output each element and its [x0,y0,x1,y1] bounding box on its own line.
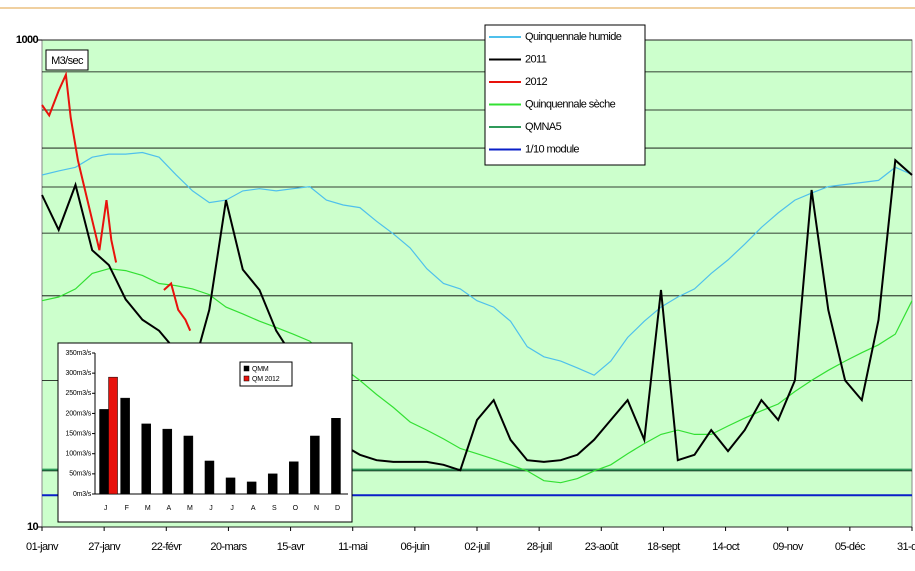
bar [183,435,194,495]
x-tick-label: F [125,505,129,512]
bar [162,428,173,495]
legend-label: Quinquennale sèche [525,98,616,110]
x-tick-label: 14-oct [712,541,740,553]
legend-label: QM 2012 [252,376,280,383]
legend-label: 2011 [525,53,547,65]
x-tick-label: N [314,505,319,512]
y-tick-label: 300m3/s [66,370,92,377]
series-line [41,70,118,263]
unit-label: M3/sec [51,55,84,67]
x-tick-label: A [167,505,172,512]
x-tick-label: J [104,505,107,512]
x-tick-label: 01-janv [26,541,59,553]
x-tick-label: 18-sept [647,541,680,553]
legend-label: 1/10 module [525,143,579,155]
bar [331,418,341,495]
x-tick-label: 11-mai [338,541,367,553]
x-tick-label: 22-févr [151,541,182,553]
bar [99,409,109,495]
legend-swatch [243,375,250,382]
series-line [41,268,913,484]
y-tick-label: 10 [27,521,39,533]
y-tick-label: 0m3/s [73,491,92,498]
x-tick-label: 09-nov [773,541,804,553]
unit-box [45,49,89,71]
bar [267,473,278,495]
bar [225,477,236,495]
bar [204,460,215,495]
x-tick-label: A [251,505,256,512]
legend-label: QMM [252,366,269,373]
x-tick-label: M [187,505,193,512]
x-tick-label: 06-juin [400,541,429,553]
bar [120,397,130,495]
bar [108,376,118,495]
legend-label: Quinquennale humide [525,31,622,43]
x-tick-label: 20-mars [210,541,247,553]
x-tick-label: J [230,505,233,512]
y-tick-label: 350m3/s [66,350,92,357]
x-tick-label: D [335,505,340,512]
x-tick-label: 05-déc [835,541,866,553]
legend [484,24,646,166]
bar [141,423,151,495]
x-tick-label: S [272,505,277,512]
bar [289,461,299,495]
x-tick-label: M [145,505,151,512]
x-tick-label: 23-août [585,541,619,553]
x-tick-label: 02-juil [464,541,489,553]
y-tick-label: 200m3/s [66,410,92,417]
y-tick-label: 150m3/s [66,430,92,437]
bar [310,435,320,495]
x-tick-label: J [209,505,212,512]
x-tick-label: 28-juil [527,541,552,553]
y-tick-label: 100m3/s [66,451,92,458]
x-tick-label: 31-déc [897,541,915,553]
y-tick-label: 250m3/s [66,390,92,397]
legend-label: 2012 [525,76,548,88]
y-tick-label: 50m3/s [69,471,91,478]
bar [246,481,257,495]
series-line [41,151,913,376]
x-tick-label: 15-avr [277,541,306,553]
y-tick-label: 1000 [16,34,39,46]
x-tick-label: O [293,505,299,512]
legend-swatch [243,365,250,372]
series-line [163,281,192,332]
x-tick-label: 27-janv [88,541,121,553]
legend-label: QMNA5 [525,121,562,133]
